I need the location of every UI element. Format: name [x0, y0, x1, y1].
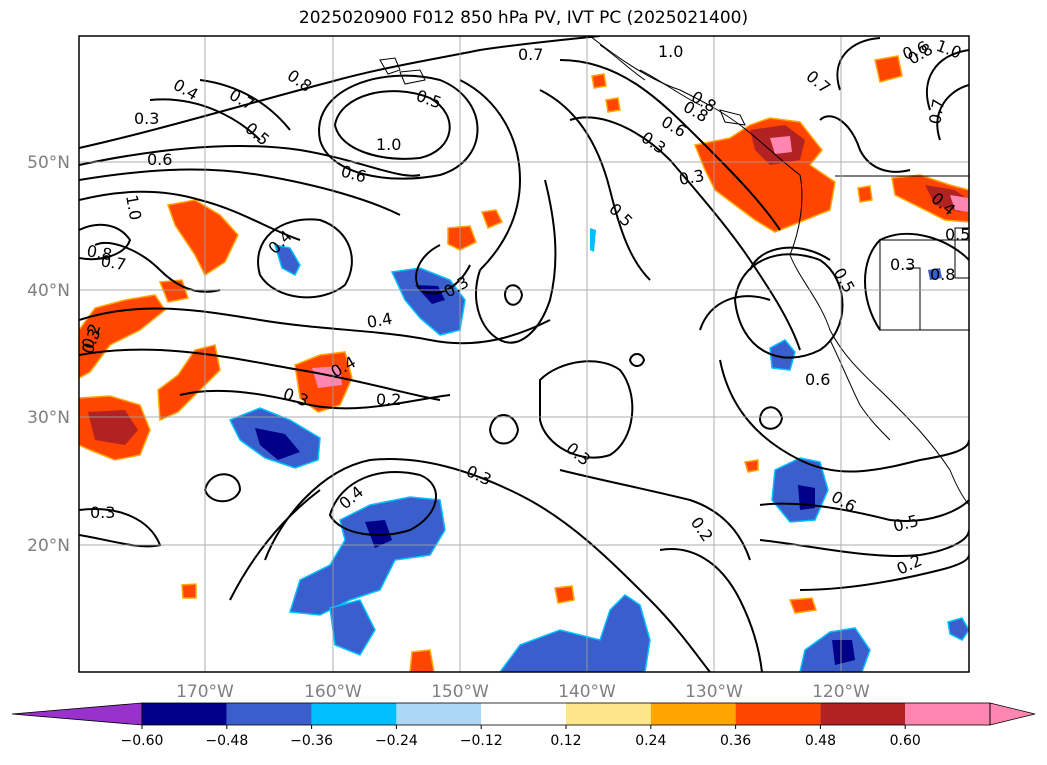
colorbar-tick-label: 0.12	[550, 733, 581, 749]
colorbar-segment	[226, 703, 312, 725]
colorbar-tick-label: 0.60	[890, 733, 921, 749]
lon-label: 150°W	[431, 682, 489, 702]
lon-label: 160°W	[304, 682, 362, 702]
lat-label: 30°N	[27, 408, 70, 428]
colorbar-tick-label: −0.48	[205, 733, 248, 749]
colorbar-segment	[820, 703, 906, 725]
contour-label: 0.4	[365, 309, 393, 332]
coastlines	[379, 36, 969, 506]
lon-label: 120°W	[812, 682, 870, 702]
contour-label: 0.3	[890, 255, 915, 274]
contour-label: 1.0	[122, 193, 145, 221]
lat-label: 50°N	[27, 153, 70, 173]
colorbar-tick-label: −0.36	[290, 733, 333, 749]
contour-label: 0.8	[930, 265, 955, 284]
colorbar-segment	[566, 703, 651, 725]
colorbar-segment	[481, 703, 566, 725]
contour-label: 0.7	[518, 45, 543, 64]
lon-label: 130°W	[685, 682, 743, 702]
latitude-labels: 50°N 40°N 30°N 20°N	[27, 153, 70, 556]
colorbar-tick-label: −0.60	[121, 733, 164, 749]
negative-shading	[228, 228, 969, 672]
colorbar-extend-max	[989, 702, 1036, 726]
contour-label: 0.3	[134, 109, 159, 128]
colorbar-segment	[735, 703, 821, 725]
colorbar-segment	[142, 703, 227, 725]
colorbar-segment	[311, 703, 397, 725]
contour-label: 1.0	[376, 135, 401, 154]
contour-label: 0.2	[376, 390, 401, 409]
longitude-labels: 170°W 160°W 150°W 140°W 130°W 120°W	[176, 682, 870, 702]
map-title: 2025020900 F012 850 hPa PV, IVT PC (2025…	[298, 8, 749, 28]
contour-label: 0.5	[945, 225, 970, 244]
contour-label: 0.3	[90, 503, 115, 522]
colorbar-segment	[905, 703, 990, 725]
map-frame	[78, 35, 970, 673]
colorbar-tick-label: 0.24	[635, 733, 666, 749]
contour-label: 0.7	[99, 251, 127, 274]
contour-label: 0.6	[147, 150, 172, 169]
lon-label: 140°W	[558, 682, 616, 702]
contour-label: 0.7	[925, 97, 948, 125]
lon-label: 170°W	[176, 682, 234, 702]
colorbar-tick-label: −0.24	[375, 733, 418, 749]
lat-label: 40°N	[27, 281, 70, 301]
colorbar-extend-min	[11, 702, 143, 726]
contour-label: 0.8	[85, 241, 113, 264]
colorbar-tick-label: −0.12	[460, 733, 503, 749]
contour-label: 0.6	[805, 370, 830, 389]
colorbar-segment	[650, 703, 736, 725]
graticule	[79, 36, 969, 672]
positive-shading	[79, 55, 969, 672]
pv-contours	[79, 36, 969, 672]
colorbar-segment	[396, 703, 482, 725]
lat-label: 20°N	[27, 536, 70, 556]
contour-label: 0.3	[677, 166, 705, 189]
colorbar-tick-label: 0.48	[805, 733, 836, 749]
colorbar: −0.60 −0.48 −0.36 −0.24 −0.12 0.12 0.24 0.36 0.4…	[11, 702, 1036, 749]
map-background	[79, 36, 969, 672]
contour-label: 1.0	[658, 42, 683, 61]
colorbar-tick-label: 0.36	[720, 733, 751, 749]
